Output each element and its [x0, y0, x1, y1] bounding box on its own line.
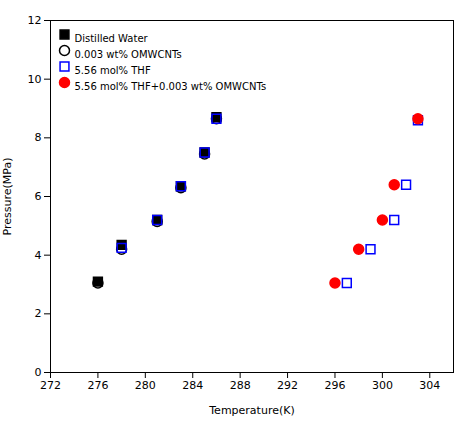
svg-text:0: 0	[35, 366, 42, 379]
svg-text:5.56 mol% THF+0.003 wt% OMWCNT: 5.56 mol% THF+0.003 wt% OMWCNTs	[75, 81, 267, 92]
svg-text:6: 6	[35, 190, 42, 203]
svg-text:5.56 mol% THF: 5.56 mol% THF	[75, 65, 151, 76]
svg-text:Distilled Water: Distilled Water	[75, 33, 149, 44]
svg-text:280: 280	[135, 379, 156, 392]
svg-text:288: 288	[230, 379, 251, 392]
svg-text:284: 284	[182, 379, 203, 392]
svg-text:10: 10	[28, 73, 42, 86]
svg-text:300: 300	[372, 379, 393, 392]
svg-text:296: 296	[324, 379, 345, 392]
svg-text:0.003 wt% OMWCNTs: 0.003 wt% OMWCNTs	[75, 49, 182, 60]
svg-text:272: 272	[40, 379, 61, 392]
svg-text:276: 276	[87, 379, 108, 392]
svg-text:292: 292	[277, 379, 298, 392]
svg-text:4: 4	[35, 249, 42, 262]
svg-text:Temperature(K): Temperature(K)	[208, 404, 294, 417]
svg-text:8: 8	[35, 131, 42, 144]
svg-text:Pressure(MPa): Pressure(MPa)	[1, 158, 14, 236]
svg-text:304: 304	[419, 379, 440, 392]
svg-text:12: 12	[28, 14, 42, 27]
svg-text:2: 2	[35, 307, 42, 320]
